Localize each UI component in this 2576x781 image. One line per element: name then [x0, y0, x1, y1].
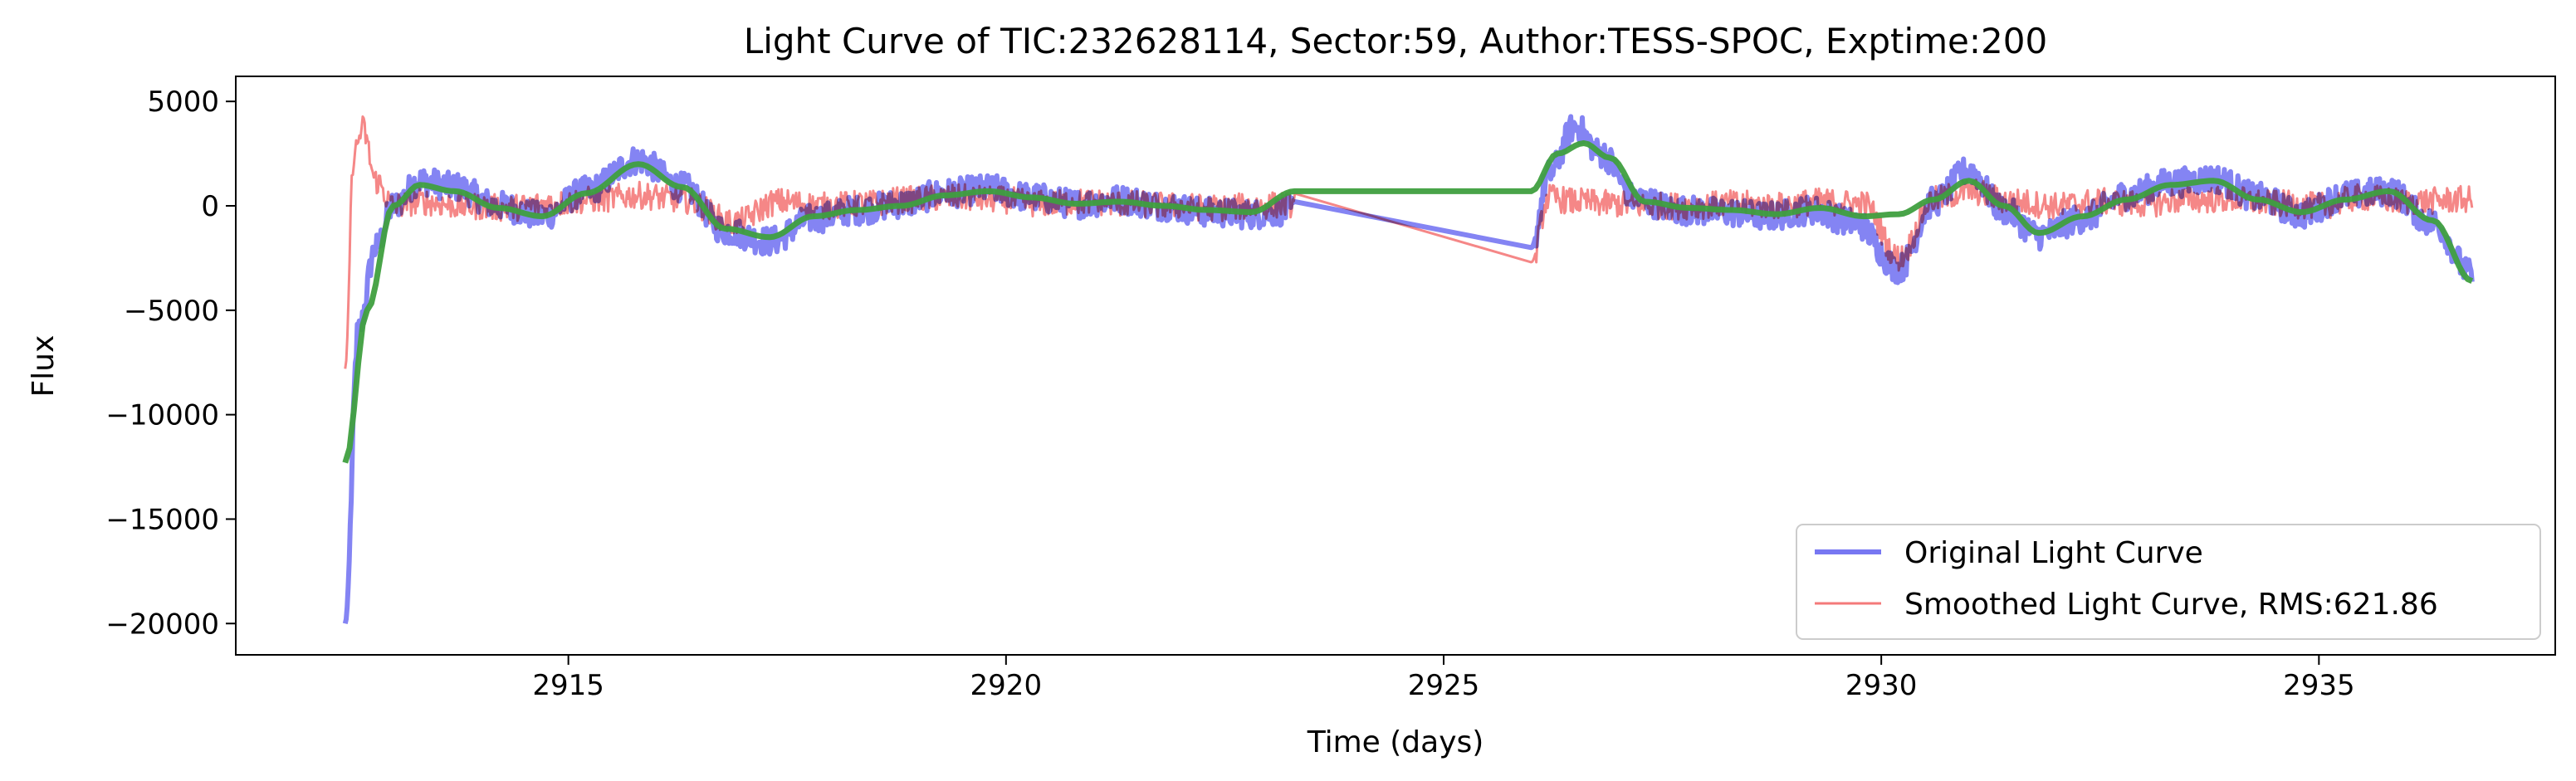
y-axis: −20000 −15000 −10000 −5000 0 5000 — [105, 85, 236, 641]
y-tick-label: −20000 — [105, 608, 219, 641]
plot-area — [342, 114, 2475, 624]
y-tick-label: −5000 — [124, 295, 219, 328]
x-tick-label: 2920 — [970, 669, 1043, 702]
x-tick-label: 2935 — [2283, 669, 2355, 702]
series-line-smoothed — [344, 115, 2474, 369]
x-tick-label: 2925 — [1408, 669, 1480, 702]
legend-box — [1796, 524, 2541, 640]
y-axis-label: Flux — [27, 335, 61, 398]
axes-frame — [235, 76, 2556, 656]
x-tick-label: 2930 — [1845, 669, 1918, 702]
y-tick-label: −10000 — [105, 399, 219, 432]
x-axis: 2915 2920 2925 2930 2935 — [532, 655, 2355, 702]
y-tick-label: 5000 — [147, 85, 219, 119]
x-tick-label: 2915 — [532, 669, 604, 702]
y-tick-label: 0 — [201, 190, 219, 223]
y-tick-label: −15000 — [105, 503, 219, 536]
series-line-trend — [342, 140, 2474, 464]
legend: Original Light Curve Smoothed Light Curv… — [1796, 524, 2541, 640]
chart-title: Light Curve of TIC:232628114, Sector:59,… — [744, 21, 2047, 61]
legend-label-original: Original Light Curve — [1904, 536, 2203, 570]
x-axis-label: Time (days) — [1307, 725, 1484, 759]
legend-label-smoothed: Smoothed Light Curve, RMS:621.86 — [1904, 588, 2438, 622]
